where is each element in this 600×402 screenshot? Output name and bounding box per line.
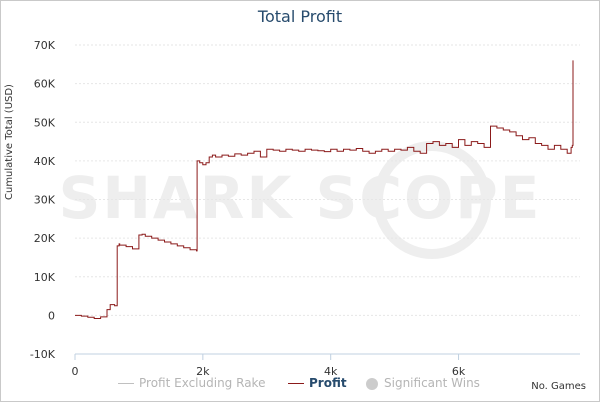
x-axis-label: No. Games (531, 381, 586, 392)
y-tick-label: -10K (30, 348, 56, 361)
y-tick-label: 60K (34, 78, 56, 91)
legend-label: Significant Wins (384, 376, 480, 390)
legend-item-profit-excluding-rake[interactable]: Profit Excluding Rake (118, 376, 265, 390)
y-tick-label: 40K (34, 155, 56, 168)
x-tick-label: 4k (324, 365, 338, 378)
legend-line-icon (118, 383, 134, 384)
legend-dot-icon (366, 377, 378, 390)
y-tick-label: 30K (34, 194, 56, 207)
series-layer (75, 60, 574, 319)
y-tick-label: 0 (48, 309, 55, 322)
legend-label: Profit (309, 376, 347, 390)
watermark: SHARK SCOPE (59, 141, 542, 259)
chart-title: Total Profit (257, 7, 343, 26)
x-tick-label: 0 (72, 365, 79, 378)
y-tick-label: 70K (34, 39, 56, 52)
watermark-scope-icon (373, 141, 491, 259)
x-tick-label: 2k (196, 365, 210, 378)
legend-item-significant-wins[interactable]: Significant Wins (366, 376, 480, 390)
y-tick-label: 10K (34, 271, 56, 284)
legend-item-profit[interactable]: Profit (288, 376, 347, 390)
x-axis-ticks: 0 2k 4k 6k (72, 353, 580, 378)
legend-label: Profit Excluding Rake (139, 376, 266, 390)
y-tick-label: 20K (34, 232, 56, 245)
legend-line-icon (288, 383, 304, 384)
legend: Profit Excluding Rake Profit Significant… (0, 376, 600, 394)
series-line-profit (75, 60, 574, 319)
watermark-text: SHARK SCOPE (59, 164, 542, 232)
x-tick-label: 6k (452, 365, 466, 378)
y-tick-label: 50K (34, 116, 56, 129)
y-axis-ticks: -10K 0 10K 20K 30K 40K 50K 60K 70K (30, 39, 56, 361)
